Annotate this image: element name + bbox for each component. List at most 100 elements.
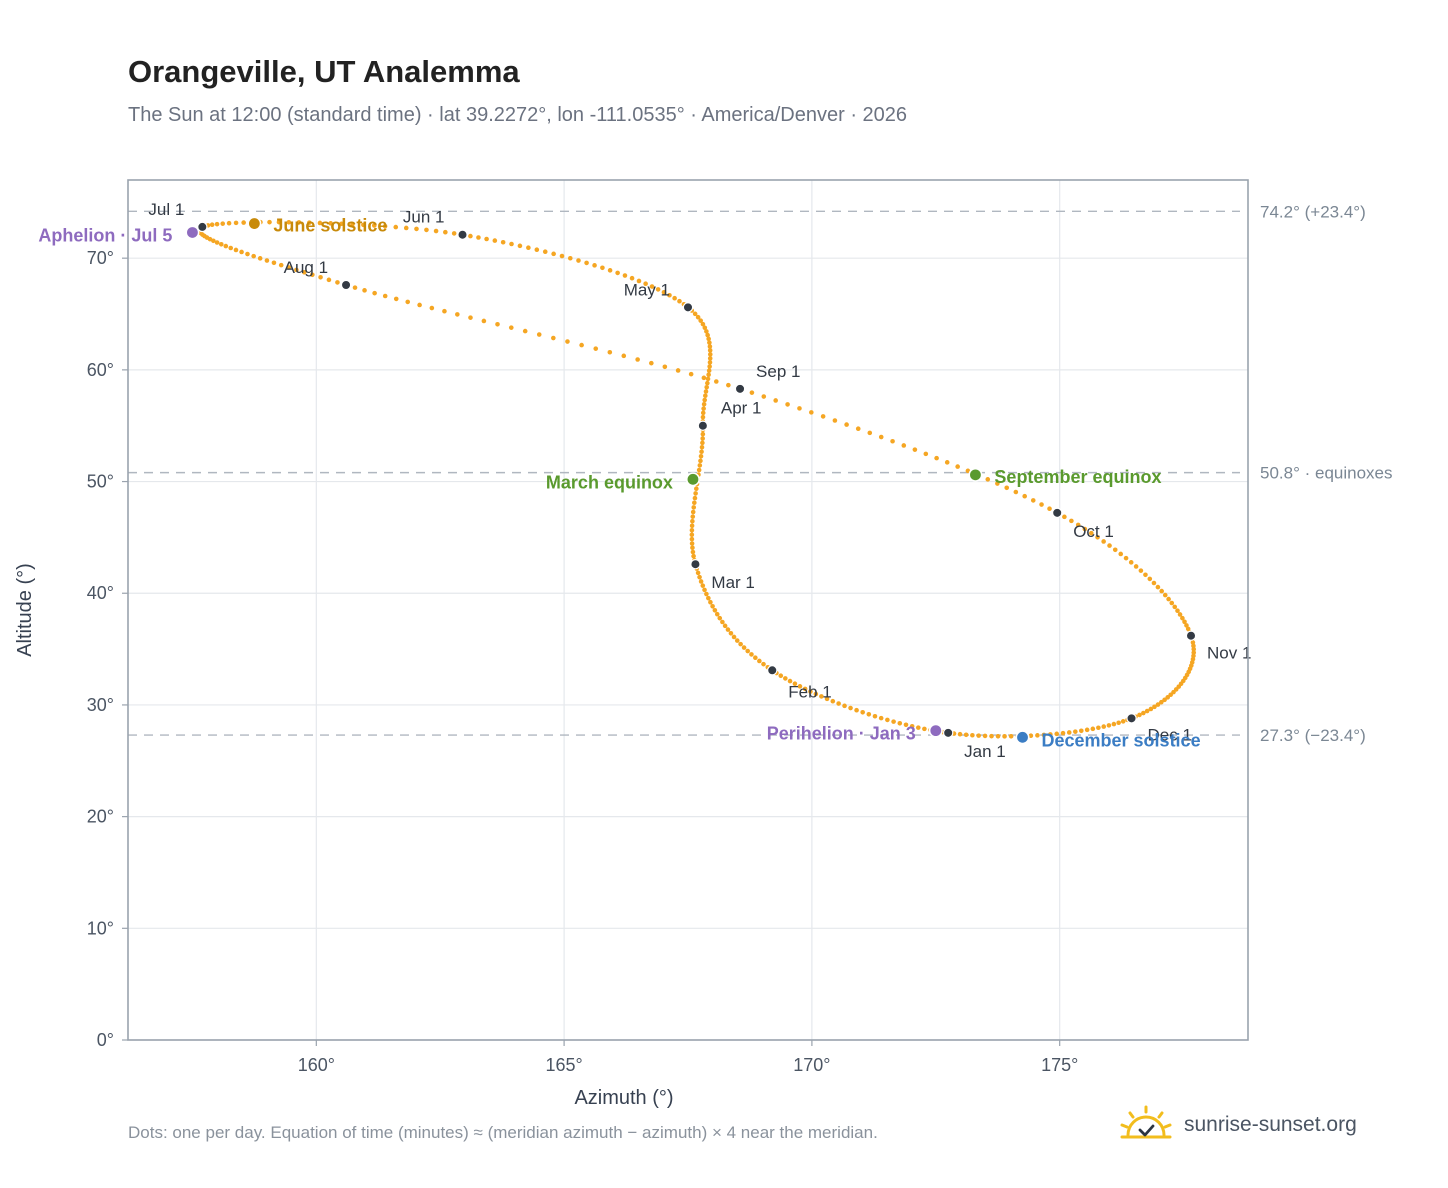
daily-sun-dot [691,505,697,510]
month-dot [340,279,352,291]
event-dot [247,216,262,231]
daily-sun-dot [1112,547,1118,553]
month-label: Oct 1 [1073,522,1114,541]
plot-frame [127,179,1249,1041]
daily-sun-dot [1148,706,1154,712]
daily-sun-dot [797,406,802,411]
daily-sun-dot [352,285,358,290]
daily-sun-dot [692,495,698,501]
daily-sun-dot [1182,619,1187,625]
daily-sun-dot [1084,727,1090,733]
daily-sun-dot [371,223,377,228]
daily-sun-dot [689,541,695,546]
daily-sun-dot [211,238,216,244]
daily-sun-dot [267,219,272,225]
month-dot [1126,713,1137,724]
daily-sun-dot [233,220,239,226]
daily-sun-dot [830,698,836,704]
event-label: December solstice [1042,730,1201,750]
daily-sun-dot [615,270,620,276]
daily-sun-dot [1062,514,1067,520]
month-dot [197,221,208,233]
daily-sun-dot [934,455,939,461]
daily-sun-dot [963,732,969,738]
daily-sun-dot [551,335,556,341]
daily-sun-dot [495,321,500,327]
daily-sun-dot [451,231,457,236]
daily-sun-dot [509,241,514,247]
reference-line-label: 50.8° · equinoxes [1260,464,1393,483]
daily-sun-dot [700,583,706,588]
daily-sun-dot [1128,560,1134,565]
month-label: Apr 1 [721,399,762,418]
daily-sun-dot [1028,733,1034,738]
daily-sun-dot [705,376,711,382]
daily-sun-dot [542,249,548,255]
daily-sun-dot [276,219,282,225]
daily-sun-dot [214,221,220,227]
daily-sun-dot [912,447,918,452]
daily-sun-dot [700,410,706,416]
daily-sun-dot [286,219,292,225]
daily-sun-dot [1169,600,1175,606]
daily-sun-dot [725,627,731,632]
daily-sun-dot [1118,551,1124,557]
daily-sun-dot [1155,702,1161,707]
daily-sun-dot [433,228,439,234]
daily-sun-dot [649,284,655,289]
daily-sun-dot [707,348,713,353]
daily-sun-dot [692,311,698,317]
x-tick-label: 170° [793,1055,830,1075]
daily-sun-dot [689,527,695,533]
daily-sun-dot [707,364,712,369]
y-tick-label: 40° [87,583,114,603]
daily-sun-dot [909,723,915,729]
daily-sun-dot [808,689,813,694]
daily-sun-dot [1133,564,1139,569]
daily-sun-dot [318,274,323,280]
daily-sun-dot [403,225,409,231]
daily-sun-dot [500,239,506,245]
daily-sun-dot [1073,729,1078,734]
daily-sun-dot [271,260,277,266]
event-label: March equinox [546,472,673,492]
daily-sun-dot [757,658,762,664]
daily-sun-dot [294,267,299,273]
daily-sun-dot [301,270,307,275]
daily-sun-dot [223,243,229,249]
month-label: Nov 1 [1207,644,1251,663]
daily-sun-dot [897,720,903,726]
daily-sun-dot [1090,726,1096,732]
daily-sun-dot [797,684,803,689]
daily-sun-dot [995,733,1001,739]
daily-sun-dot [1101,539,1106,544]
y-tick-label: 0° [97,1030,114,1050]
daily-sun-dot [675,368,681,373]
daily-sun-dot [286,265,291,270]
daily-sun-dot [251,253,256,259]
month-dot [734,383,746,395]
daily-sun-dot [697,574,702,580]
daily-sun-dot [1088,530,1094,536]
daily-sun-dot [1144,708,1150,714]
daily-sun-dot [697,463,703,468]
daily-sun-dot [1162,697,1167,703]
daily-sun-dot [1075,522,1081,528]
y-tick-label: 50° [87,472,114,492]
daily-sun-dot [731,634,737,640]
grid-lines [128,180,1248,1041]
daily-sun-dot [307,220,312,225]
daily-sun-dot [923,451,929,457]
month-dot [697,420,709,431]
x-tick-label: 165° [545,1055,582,1075]
daily-sun-dot [455,312,460,317]
daily-sun-dot [1151,580,1157,586]
daily-sun-dot [517,243,523,249]
daily-sun-dot [704,329,709,334]
daily-sun-dot [982,733,988,739]
daily-sun-dot [1180,615,1185,621]
daily-sun-dot [707,360,713,365]
month-label: Mar 1 [711,573,754,592]
daily-sun-dot [824,696,830,702]
